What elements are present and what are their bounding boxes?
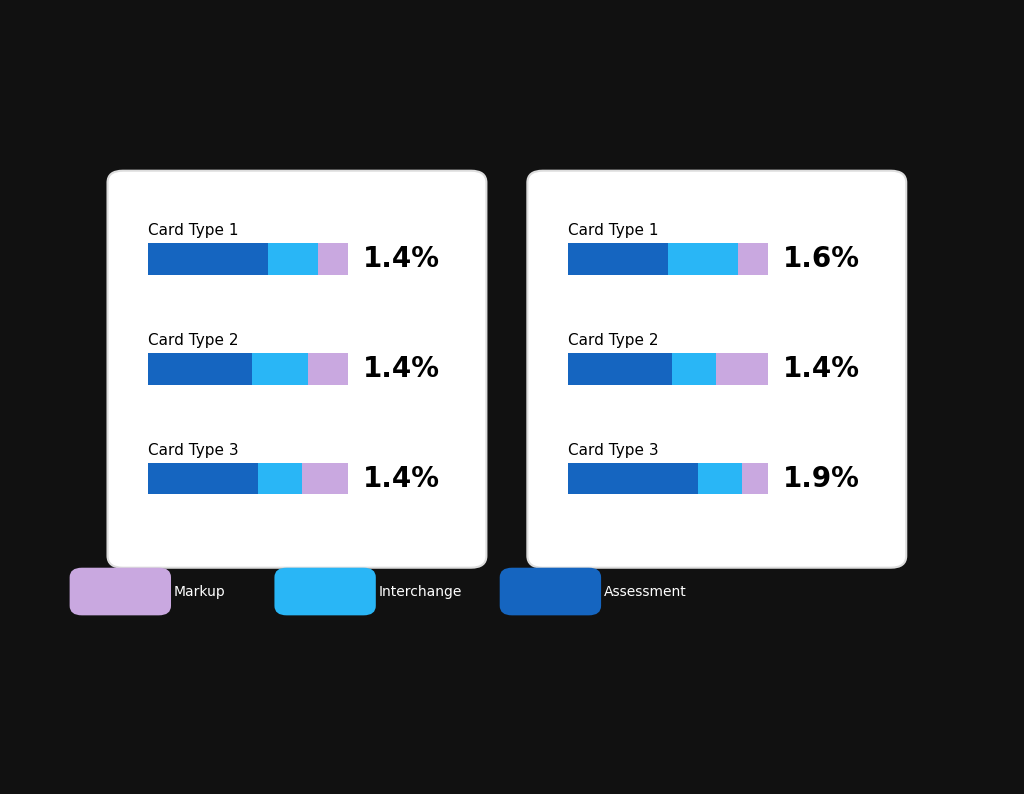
FancyBboxPatch shape	[568, 243, 669, 275]
Text: 1.4%: 1.4%	[364, 464, 440, 492]
FancyBboxPatch shape	[318, 243, 348, 275]
FancyBboxPatch shape	[148, 353, 252, 384]
FancyBboxPatch shape	[500, 568, 601, 615]
Text: Markup: Markup	[174, 584, 226, 599]
FancyBboxPatch shape	[308, 353, 348, 384]
FancyBboxPatch shape	[70, 568, 171, 615]
Text: Card Type 3: Card Type 3	[148, 443, 240, 458]
FancyBboxPatch shape	[148, 463, 258, 495]
FancyBboxPatch shape	[698, 463, 742, 495]
FancyBboxPatch shape	[108, 171, 486, 568]
FancyBboxPatch shape	[302, 463, 348, 495]
FancyBboxPatch shape	[716, 353, 768, 384]
FancyBboxPatch shape	[742, 463, 768, 495]
FancyBboxPatch shape	[527, 171, 906, 568]
FancyBboxPatch shape	[274, 568, 376, 615]
FancyBboxPatch shape	[568, 463, 698, 495]
FancyBboxPatch shape	[738, 243, 768, 275]
Text: Card Type 2: Card Type 2	[148, 333, 239, 348]
Text: 1.9%: 1.9%	[783, 464, 860, 492]
Text: Assessment: Assessment	[604, 584, 687, 599]
FancyBboxPatch shape	[258, 463, 302, 495]
Text: 1.4%: 1.4%	[364, 355, 440, 383]
FancyBboxPatch shape	[252, 353, 308, 384]
FancyBboxPatch shape	[268, 243, 318, 275]
Text: 1.4%: 1.4%	[783, 355, 860, 383]
FancyBboxPatch shape	[669, 243, 738, 275]
Text: 1.6%: 1.6%	[783, 245, 860, 273]
Text: 1.4%: 1.4%	[364, 245, 440, 273]
FancyBboxPatch shape	[672, 353, 716, 384]
FancyBboxPatch shape	[148, 243, 268, 275]
Text: Card Type 1: Card Type 1	[148, 223, 239, 238]
Text: Card Type 1: Card Type 1	[568, 223, 658, 238]
FancyBboxPatch shape	[568, 353, 672, 384]
Text: Card Type 3: Card Type 3	[568, 443, 659, 458]
Text: Card Type 2: Card Type 2	[568, 333, 658, 348]
Text: Interchange: Interchange	[379, 584, 462, 599]
